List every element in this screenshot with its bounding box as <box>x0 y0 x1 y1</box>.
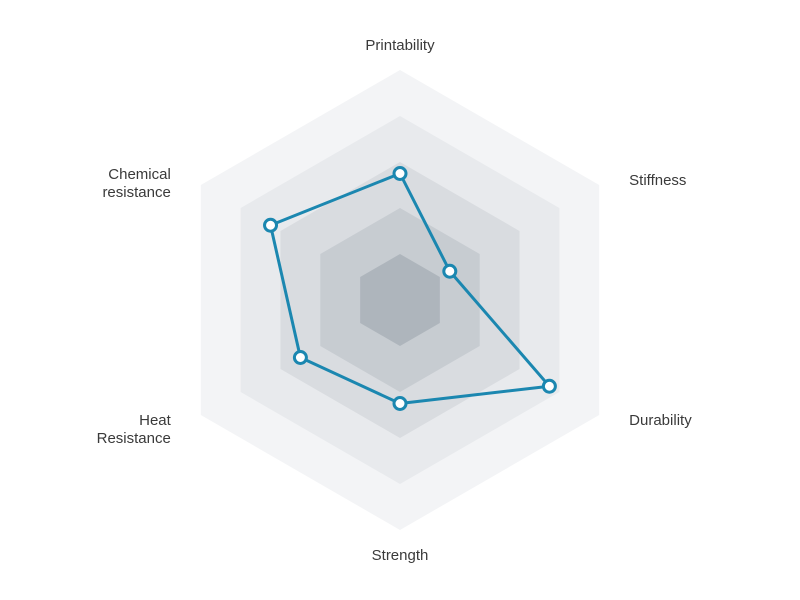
axis-label: Chemicalresistance <box>102 166 170 201</box>
radar-marker <box>543 380 555 392</box>
radar-marker <box>265 219 277 231</box>
radar-chart: Printability Stiffness Durability Strength H… <box>0 0 800 600</box>
radar-marker <box>394 398 406 410</box>
axis-label: HeatResistance <box>97 412 172 447</box>
axis-label: Strength <box>372 547 429 564</box>
radar-marker <box>394 168 406 180</box>
radar-rings <box>201 70 599 530</box>
radar-marker <box>294 352 306 364</box>
axis-label: Stiffness <box>629 172 686 189</box>
axis-label: Printability <box>365 37 435 54</box>
radar-marker <box>444 265 456 277</box>
axis-label: Durability <box>629 412 692 429</box>
